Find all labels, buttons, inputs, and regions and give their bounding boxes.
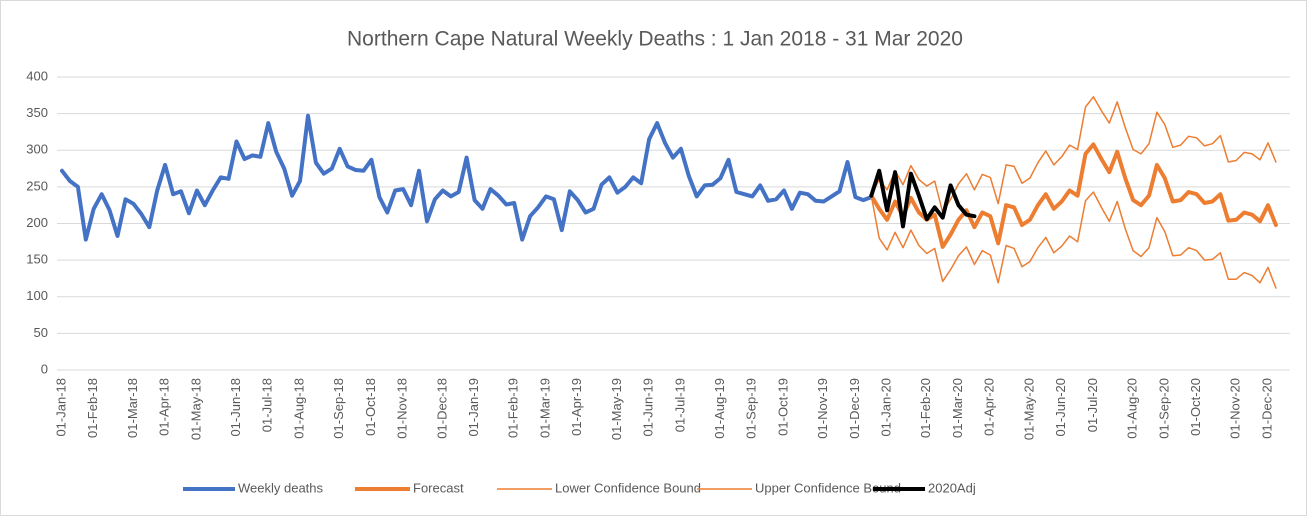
legend-label: Upper Confidence Bound [755,480,901,495]
chart-title: Northern Cape Natural Weekly Deaths : 1 … [347,28,963,51]
x-tick-label: 01-May-18 [188,378,203,440]
series-line [870,191,1277,289]
x-tick-label: 01-Jun-20 [1053,378,1068,437]
legend-label: Weekly deaths [238,480,324,495]
y-tick-label: 350 [26,105,48,120]
x-tick-label: 01-Jan-19 [466,378,481,437]
x-tick-label: 01-Aug-19 [712,378,727,439]
x-tick-label: 01-May-20 [1021,378,1036,440]
x-tick-label: 01-Jan-20 [879,378,894,437]
x-tick-label: 01-Aug-20 [1125,378,1140,439]
y-tick-label: 100 [26,288,48,303]
y-tick-label: 400 [26,68,48,83]
x-tick-label: 01-Mar-18 [125,378,140,438]
legend-label: 2020Adj [928,480,976,495]
y-tick-label: 300 [26,142,48,157]
x-tick-label: 01-Oct-19 [775,378,790,436]
x-tick-label: 01-Jul-19 [672,378,687,432]
series-line [870,96,1277,214]
x-tick-label: 01-Nov-20 [1228,378,1243,439]
x-tick-label: 01-Oct-20 [1188,378,1203,436]
x-tick-label: 01-Apr-20 [982,378,997,436]
legend-label: Forecast [413,480,464,495]
x-tick-label: 01-Sep-19 [744,378,759,439]
x-tick-label: 01-Dec-20 [1259,378,1274,439]
x-tick-label: 01-Dec-18 [434,378,449,439]
y-tick-label: 200 [26,215,48,230]
y-tick-label: 250 [26,178,48,193]
x-tick-label: 01-May-19 [609,378,624,440]
series-line [869,168,977,229]
x-tick-label: 01-Mar-19 [537,378,552,438]
x-tick-label: 01-Nov-19 [815,378,830,439]
x-tick-label: 01-Feb-19 [506,378,521,438]
x-tick-label: 01-Jul-18 [260,378,275,432]
x-tick-label: 01-Aug-18 [291,378,306,439]
y-tick-label: 50 [34,325,48,340]
x-tick-label: 01-Apr-18 [157,378,172,436]
x-tick-label: 01-Dec-19 [847,378,862,439]
x-tick-label: 01-Jun-18 [228,378,243,437]
x-tick-label: 01-Mar-20 [950,378,965,438]
x-tick-label: 01-Jan-18 [53,378,68,437]
x-tick-label: 01-Sep-18 [331,378,346,439]
series-line [60,113,874,242]
x-tick-label: 01-Feb-18 [85,378,100,438]
x-tick-label: 01-Nov-18 [395,378,410,439]
x-tick-label: 01-Feb-20 [918,378,933,438]
series-line [869,142,1278,249]
x-tick-label: 01-Jun-19 [641,378,656,437]
x-tick-label: 01-Oct-18 [363,378,378,436]
x-tick-label: 01-Apr-19 [569,378,584,436]
y-tick-label: 150 [26,252,48,267]
x-tick-label: 01-Sep-20 [1156,378,1171,439]
x-tick-label: 01-Jul-20 [1085,378,1100,432]
legend-label: Lower Confidence Bound [555,480,701,495]
y-tick-label: 0 [41,361,48,376]
